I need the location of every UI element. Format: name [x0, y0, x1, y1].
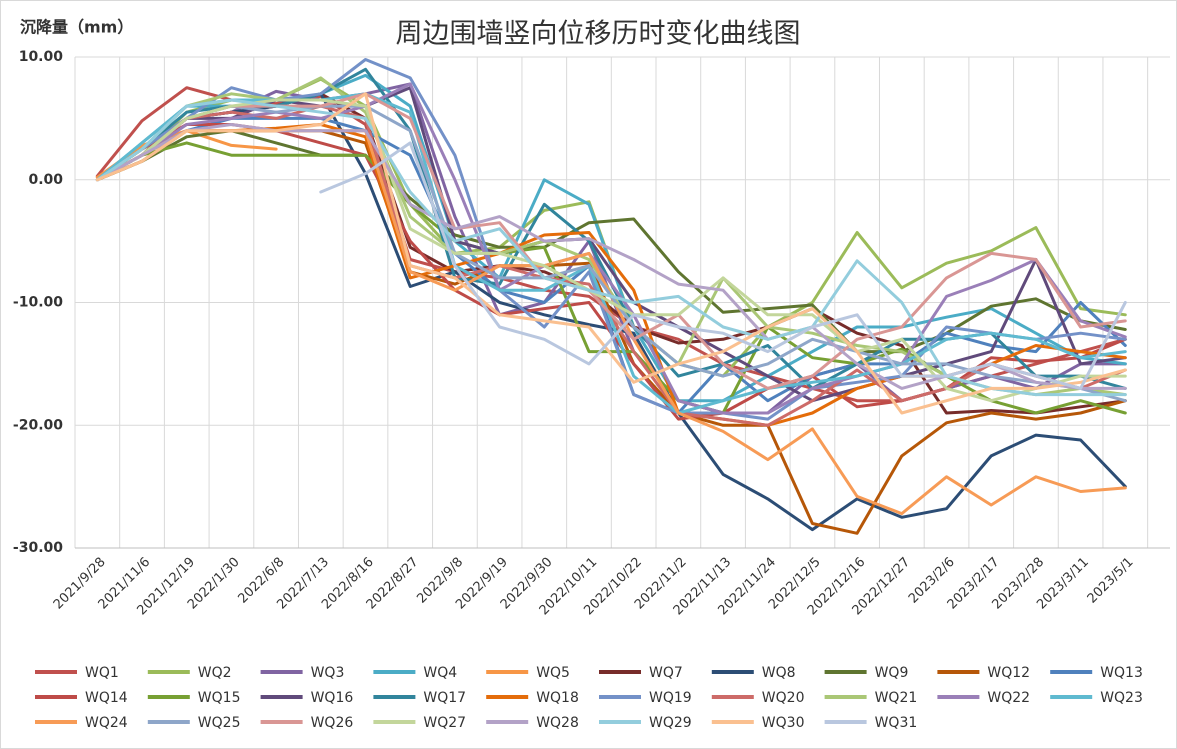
legend-label: WQ20	[762, 690, 805, 706]
legend-label: WQ25	[198, 715, 241, 731]
legend-label: WQ24	[85, 715, 128, 731]
series-line	[95, 141, 1127, 415]
legend-label: WQ15	[198, 690, 241, 706]
y-axis-label: 沉降量（mm）	[20, 18, 133, 37]
legend-label: WQ13	[1100, 665, 1143, 681]
legend-label: WQ14	[85, 690, 128, 706]
legend-label: WQ9	[875, 665, 909, 681]
legend-label: WQ27	[423, 715, 466, 731]
legend-label: WQ3	[311, 665, 345, 681]
legend-label: WQ12	[987, 665, 1030, 681]
legend-label: WQ30	[762, 715, 805, 731]
legend-label: WQ4	[423, 665, 457, 681]
legend-label: WQ16	[311, 690, 354, 706]
legend-label: WQ7	[649, 665, 683, 681]
series-line	[95, 92, 1127, 415]
legend-label: WQ23	[1100, 690, 1143, 706]
legend-label: WQ5	[536, 665, 570, 681]
y-tick-label: 0.00	[28, 172, 63, 188]
series-line	[95, 86, 1127, 403]
y-tick-label: -20.00	[13, 417, 63, 433]
legend-label: WQ28	[536, 715, 579, 731]
legend-label: WQ19	[649, 690, 692, 706]
y-tick-label: 10.00	[19, 49, 64, 65]
legend-label: WQ2	[198, 665, 232, 681]
legend-label: WQ26	[311, 715, 354, 731]
legend-label: WQ31	[875, 715, 918, 731]
series-line	[95, 82, 1127, 415]
y-tick-label: -10.00	[13, 295, 63, 311]
series-line	[95, 98, 1127, 403]
y-tick-label: -30.00	[13, 540, 63, 556]
legend-label: WQ1	[85, 665, 119, 681]
chart-title: 周边围墙竖向位移历时变化曲线图	[396, 19, 801, 50]
legend-label: WQ22	[987, 690, 1030, 706]
series-line	[95, 98, 1127, 397]
legend-label: WQ17	[423, 690, 466, 706]
legend-label: WQ8	[762, 665, 796, 681]
legend-label: WQ21	[875, 690, 918, 706]
legend-label: WQ29	[649, 715, 692, 731]
legend-label: WQ18	[536, 690, 579, 706]
series-line	[319, 141, 1127, 390]
